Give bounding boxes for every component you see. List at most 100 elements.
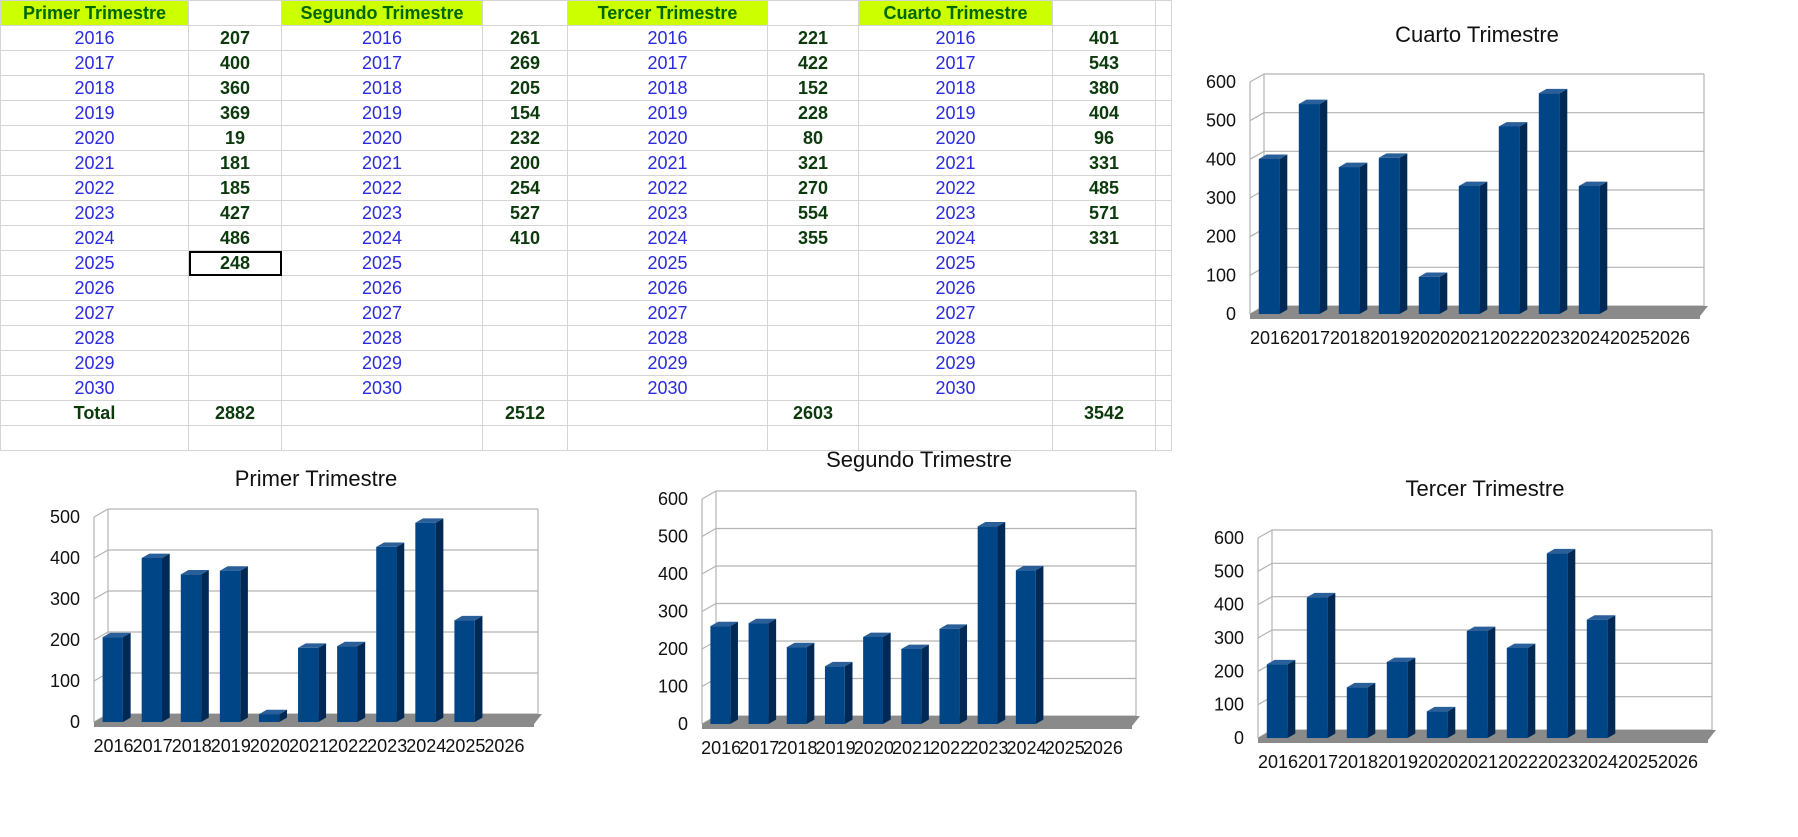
- value-cell[interactable]: 401: [1052, 25, 1156, 51]
- year-cell[interactable]: 2028: [281, 325, 483, 351]
- year-cell[interactable]: 2027: [281, 300, 483, 326]
- empty-cell[interactable]: [1155, 25, 1172, 51]
- value-cell[interactable]: 96: [1052, 125, 1156, 151]
- value-cell[interactable]: 422: [767, 50, 859, 76]
- value-cell[interactable]: 360: [188, 75, 282, 101]
- empty-cell[interactable]: [1155, 375, 1172, 401]
- year-cell[interactable]: 2016: [0, 25, 189, 51]
- year-cell[interactable]: 2023: [567, 200, 768, 226]
- total-value[interactable]: 2512: [482, 400, 568, 426]
- year-cell[interactable]: 2017: [858, 50, 1053, 76]
- empty-cell[interactable]: [188, 0, 282, 26]
- empty-cell[interactable]: [482, 0, 568, 26]
- year-cell[interactable]: 2021: [0, 150, 189, 176]
- value-cell[interactable]: [1052, 300, 1156, 326]
- year-cell[interactable]: 2022: [858, 175, 1053, 201]
- value-cell[interactable]: 207: [188, 25, 282, 51]
- value-cell[interactable]: [482, 325, 568, 351]
- year-cell[interactable]: 2027: [0, 300, 189, 326]
- year-cell[interactable]: 2026: [281, 275, 483, 301]
- value-cell[interactable]: [1052, 375, 1156, 401]
- empty-cell[interactable]: [1155, 200, 1172, 226]
- year-cell[interactable]: 2030: [567, 375, 768, 401]
- value-cell[interactable]: [482, 350, 568, 376]
- year-cell[interactable]: 2021: [858, 150, 1053, 176]
- empty-cell[interactable]: [1155, 275, 1172, 301]
- selected-cell[interactable]: 248: [188, 250, 282, 276]
- value-cell[interactable]: 380: [1052, 75, 1156, 101]
- year-cell[interactable]: 2023: [0, 200, 189, 226]
- year-cell[interactable]: 2026: [567, 275, 768, 301]
- value-cell[interactable]: 152: [767, 75, 859, 101]
- year-cell[interactable]: 2025: [858, 250, 1053, 276]
- value-cell[interactable]: 554: [767, 200, 859, 226]
- value-cell[interactable]: 571: [1052, 200, 1156, 226]
- year-cell[interactable]: 2023: [858, 200, 1053, 226]
- empty-cell[interactable]: [0, 425, 189, 451]
- year-cell[interactable]: 2020: [0, 125, 189, 151]
- empty-cell[interactable]: [567, 400, 768, 426]
- empty-cell[interactable]: [281, 425, 483, 451]
- year-cell[interactable]: 2026: [0, 275, 189, 301]
- empty-cell[interactable]: [1052, 0, 1156, 26]
- year-cell[interactable]: 2017: [567, 50, 768, 76]
- year-cell[interactable]: 2028: [0, 325, 189, 351]
- value-cell[interactable]: 80: [767, 125, 859, 151]
- value-cell[interactable]: 400: [188, 50, 282, 76]
- total-value[interactable]: 2603: [767, 400, 859, 426]
- empty-cell[interactable]: [1155, 350, 1172, 376]
- year-cell[interactable]: 2018: [281, 75, 483, 101]
- value-cell[interactable]: [1052, 325, 1156, 351]
- value-cell[interactable]: [767, 375, 859, 401]
- value-cell[interactable]: 154: [482, 100, 568, 126]
- empty-cell[interactable]: [1155, 250, 1172, 276]
- year-cell[interactable]: 2019: [567, 100, 768, 126]
- year-cell[interactable]: 2025: [567, 250, 768, 276]
- year-cell[interactable]: 2029: [0, 350, 189, 376]
- year-cell[interactable]: 2022: [567, 175, 768, 201]
- value-cell[interactable]: 355: [767, 225, 859, 251]
- value-cell[interactable]: [482, 250, 568, 276]
- header-cell[interactable]: Tercer Trimestre: [567, 0, 768, 26]
- value-cell[interactable]: 261: [482, 25, 568, 51]
- year-cell[interactable]: 2030: [0, 375, 189, 401]
- value-cell[interactable]: 181: [188, 150, 282, 176]
- year-cell[interactable]: 2022: [281, 175, 483, 201]
- empty-cell[interactable]: [1155, 125, 1172, 151]
- value-cell[interactable]: 228: [767, 100, 859, 126]
- year-cell[interactable]: 2027: [858, 300, 1053, 326]
- value-cell[interactable]: [767, 250, 859, 276]
- value-cell[interactable]: [482, 275, 568, 301]
- empty-cell[interactable]: [1155, 100, 1172, 126]
- empty-cell[interactable]: [1155, 300, 1172, 326]
- year-cell[interactable]: 2020: [567, 125, 768, 151]
- empty-cell[interactable]: [1155, 0, 1172, 26]
- value-cell[interactable]: 321: [767, 150, 859, 176]
- empty-cell[interactable]: [858, 400, 1053, 426]
- value-cell[interactable]: 485: [1052, 175, 1156, 201]
- year-cell[interactable]: 2020: [858, 125, 1053, 151]
- year-cell[interactable]: 2016: [858, 25, 1053, 51]
- empty-cell[interactable]: [482, 425, 568, 451]
- empty-cell[interactable]: [567, 425, 768, 451]
- empty-cell[interactable]: [1155, 175, 1172, 201]
- value-cell[interactable]: 369: [188, 100, 282, 126]
- value-cell[interactable]: 221: [767, 25, 859, 51]
- value-cell[interactable]: 331: [1052, 150, 1156, 176]
- value-cell[interactable]: [482, 300, 568, 326]
- year-cell[interactable]: 2025: [0, 250, 189, 276]
- year-cell[interactable]: 2018: [0, 75, 189, 101]
- value-cell[interactable]: [482, 375, 568, 401]
- value-cell[interactable]: 19: [188, 125, 282, 151]
- value-cell[interactable]: 269: [482, 50, 568, 76]
- value-cell[interactable]: 331: [1052, 225, 1156, 251]
- year-cell[interactable]: 2029: [567, 350, 768, 376]
- value-cell[interactable]: 427: [188, 200, 282, 226]
- year-cell[interactable]: 2024: [567, 225, 768, 251]
- year-cell[interactable]: 2024: [281, 225, 483, 251]
- value-cell[interactable]: 200: [482, 150, 568, 176]
- empty-cell[interactable]: [767, 425, 859, 451]
- value-cell[interactable]: 527: [482, 200, 568, 226]
- empty-cell[interactable]: [1052, 425, 1156, 451]
- empty-cell[interactable]: [858, 425, 1053, 451]
